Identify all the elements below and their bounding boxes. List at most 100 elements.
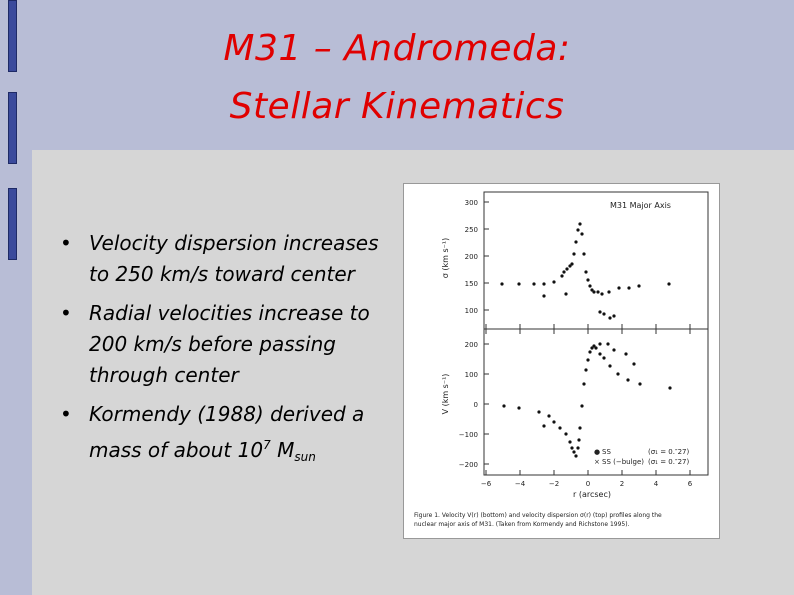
bottom-point: [626, 378, 630, 382]
title-line-2: Stellar Kinematics: [229, 86, 565, 127]
x-axis-label: r (arcsec): [573, 490, 611, 499]
bottom-point: [542, 424, 546, 428]
bottom-ytick-label: −100: [459, 431, 478, 439]
top-point: [608, 316, 612, 320]
bottom-point: [564, 432, 568, 436]
top-point: [667, 282, 671, 286]
top-point: [532, 282, 536, 286]
bottom-ytick-label: 0: [474, 401, 478, 409]
top-point: [637, 284, 641, 288]
top-point: [570, 262, 574, 266]
bottom-yticks: 200 100 0 −100 −200: [459, 341, 489, 469]
exponent: 7: [263, 438, 271, 452]
top-yticks: 300 250 200 150 100: [465, 199, 489, 315]
bottom-point: [574, 454, 578, 458]
x-ticks: −6 −4 −2 0 2 4 6: [481, 324, 693, 488]
top-point: [562, 270, 566, 274]
bullet-text: Kormendy (1988) derived a mass of about …: [89, 402, 365, 462]
bullet-text: Radial velocities increase to 200 km/s b…: [89, 301, 370, 387]
bottom-point: [616, 372, 620, 376]
xtick-label: −6: [481, 480, 492, 488]
bottom-point: [582, 382, 586, 386]
top-panel-frame: [483, 191, 709, 330]
top-point: [627, 286, 631, 290]
top-point: [592, 290, 596, 294]
top-point: [617, 286, 621, 290]
side-tab-3: [8, 188, 17, 260]
top-point: [568, 264, 572, 268]
bullet-text: Velocity dispersion increases to 250 km/…: [89, 231, 379, 286]
top-point: [564, 292, 568, 296]
top-ytick-label: 300: [465, 199, 478, 207]
xtick-label: 6: [688, 480, 693, 488]
top-point: [542, 282, 546, 286]
bullet-text: M: [270, 438, 295, 462]
subscript: sun: [294, 450, 316, 464]
bottom-point: [632, 362, 636, 366]
top-point: [517, 282, 521, 286]
top-ytick-label: 200: [465, 253, 478, 261]
bottom-point: [568, 440, 572, 444]
bottom-panel-frame: [483, 328, 709, 476]
bottom-point: [552, 420, 556, 424]
legend-symbol-1: ●: [594, 448, 600, 456]
bottom-point: [668, 386, 672, 390]
top-ytick-label: 100: [465, 307, 478, 315]
bottom-data-points: [502, 342, 672, 458]
top-ytick-label: 150: [465, 280, 478, 288]
top-point: [598, 310, 602, 314]
bottom-point: [580, 404, 584, 408]
bottom-point: [624, 352, 628, 356]
bottom-point: [602, 356, 606, 360]
kinematics-figure: M31 Major Axis σ (km s⁻¹) V (km s⁻¹) 300…: [403, 183, 720, 539]
bottom-point: [612, 348, 616, 352]
bottom-point: [572, 450, 576, 454]
top-point: [600, 292, 604, 296]
xtick-label: −2: [549, 480, 559, 488]
top-point: [578, 222, 582, 226]
top-point: [582, 252, 586, 256]
figure-svg: M31 Major Axis σ (km s⁻¹) V (km s⁻¹) 300…: [414, 191, 709, 528]
bullet-list: Velocity dispersion increases to 250 km/…: [54, 228, 384, 481]
bottom-point: [588, 350, 592, 354]
bottom-point: [608, 364, 612, 368]
top-data-points: [500, 222, 671, 320]
bottom-point: [638, 382, 642, 386]
top-point: [588, 284, 592, 288]
side-tab-1: [8, 0, 17, 72]
side-tab-2: [8, 92, 17, 164]
bottom-point: [594, 346, 598, 350]
bottom-point: [537, 410, 541, 414]
top-point: [586, 278, 590, 282]
top-point: [552, 280, 556, 284]
top-point: [584, 270, 588, 274]
xtick-label: 0: [586, 480, 590, 488]
top-point: [542, 294, 546, 298]
top-point: [596, 290, 600, 294]
slide-title: M31 – Andromeda: Stellar Kinematics: [0, 0, 794, 150]
top-point: [576, 228, 580, 232]
top-point: [580, 232, 584, 236]
bottom-ytick-label: −200: [459, 461, 478, 469]
bottom-point: [547, 414, 551, 418]
top-point: [602, 312, 606, 316]
title-line-1: M31 – Andromeda:: [223, 28, 571, 69]
legend-name-2: SS (−bulge): [602, 458, 644, 466]
xtick-label: −4: [515, 480, 526, 488]
bottom-point: [577, 438, 581, 442]
bullet-item: Kormendy (1988) derived a mass of about …: [54, 399, 384, 473]
caption-line-2: nuclear major axis of M31. (Taken from K…: [414, 521, 630, 528]
bullet-item: Radial velocities increase to 200 km/s b…: [54, 298, 384, 391]
top-ytick-label: 250: [465, 226, 478, 234]
bottom-point: [570, 446, 574, 450]
xtick-label: 4: [654, 480, 659, 488]
caption-line-1: Figure 1. Velocity V(r) (bottom) and vel…: [414, 512, 662, 519]
bullet-item: Velocity dispersion increases to 250 km/…: [54, 228, 384, 290]
top-ylabel: σ (km s⁻¹): [441, 238, 450, 278]
bottom-point: [590, 346, 594, 350]
top-panel-label: M31 Major Axis: [610, 201, 671, 210]
top-point: [565, 267, 569, 271]
top-point: [612, 314, 616, 318]
legend-note-1: (σ₁ = 0.″27): [648, 448, 689, 456]
bottom-point: [598, 342, 602, 346]
